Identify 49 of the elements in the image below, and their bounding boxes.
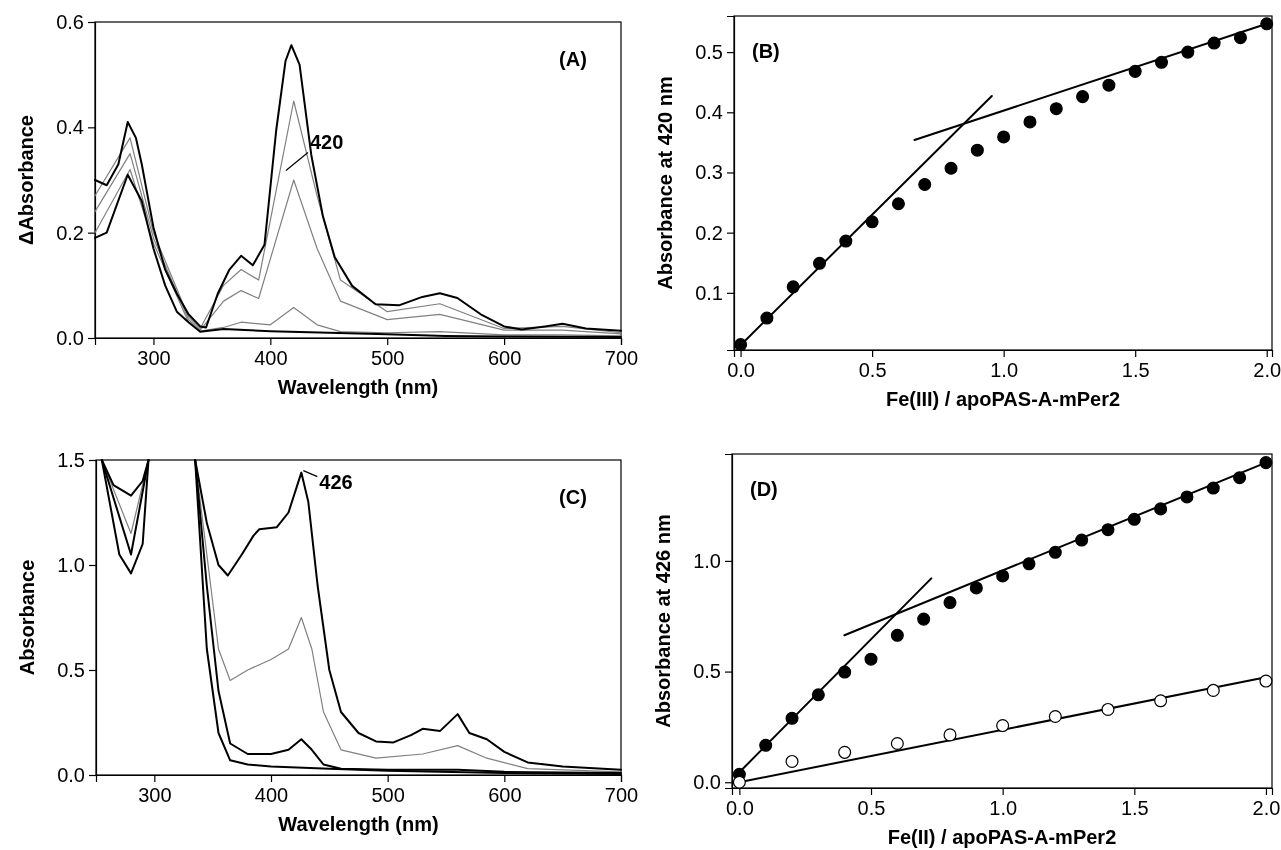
x-tick-label: 0.5 — [858, 359, 887, 382]
x-tick-label: 0.0 — [727, 359, 755, 382]
y-tick-label: 0.3 — [695, 161, 723, 184]
y-axis-title: ΔAbsorbance — [15, 115, 37, 245]
y-tick-label: 0.5 — [693, 660, 721, 683]
x-tick-label: 1.5 — [1120, 797, 1149, 820]
x-tick-label: 300 — [138, 784, 172, 807]
y-axis-title: Absorbance — [16, 559, 38, 676]
annotation: 426 — [319, 470, 353, 493]
y-tick-label: 0.0 — [56, 326, 84, 349]
y-tick-label: 1.5 — [57, 448, 85, 471]
y-axis-title: Absorbance at 426 nm — [652, 514, 674, 728]
annotation: (D) — [750, 478, 778, 500]
y-tick-label: 0.1 — [695, 281, 723, 304]
y-axis-title: Absorbance at 420 nm — [654, 76, 676, 290]
x-tick-label: 1.0 — [990, 359, 1019, 382]
annotation: (A) — [559, 48, 587, 70]
x-tick-label: 0.5 — [857, 797, 886, 820]
annotation: (B) — [752, 40, 780, 62]
x-axis-title: Wavelength (nm) — [277, 376, 439, 398]
x-tick-label: 500 — [371, 784, 405, 807]
y-tick-label: 1.0 — [693, 549, 721, 572]
annotation: 420 — [309, 130, 344, 153]
x-tick-label: 600 — [488, 784, 522, 807]
x-tick-label: 600 — [487, 347, 522, 370]
x-axis-title: Fe(II) / apoPAS-A-mPer2 — [887, 826, 1117, 848]
annotation: (C) — [559, 486, 587, 508]
x-tick-label: 0.0 — [725, 797, 754, 820]
x-tick-label: 2.0 — [1253, 359, 1281, 382]
y-tick-label: 1.0 — [57, 553, 85, 576]
x-tick-label: 300 — [137, 347, 171, 370]
x-tick-label: 400 — [254, 347, 288, 370]
y-tick-label: 0.6 — [56, 10, 84, 33]
x-axis-title: Fe(III) / apoPAS-A-mPer2 — [885, 388, 1121, 410]
x-tick-label: 700 — [604, 347, 639, 370]
y-tick-label: 0.0 — [57, 763, 85, 786]
x-tick-label: 500 — [371, 347, 405, 370]
x-tick-label: 1.0 — [989, 797, 1018, 820]
x-axis-title: Wavelength (nm) — [278, 813, 439, 835]
y-tick-label: 0.4 — [695, 101, 723, 124]
x-tick-label: 1.5 — [1121, 359, 1150, 382]
y-tick-label: 0.4 — [56, 116, 84, 139]
y-tick-label: 0.5 — [57, 658, 85, 681]
x-tick-label: 700 — [604, 784, 639, 807]
y-tick-label: 0.2 — [56, 221, 84, 244]
x-tick-label: 2.0 — [1252, 797, 1281, 820]
x-tick-label: 400 — [254, 784, 289, 807]
y-tick-label: 0.5 — [695, 41, 723, 64]
y-tick-label: 0.2 — [695, 221, 723, 244]
